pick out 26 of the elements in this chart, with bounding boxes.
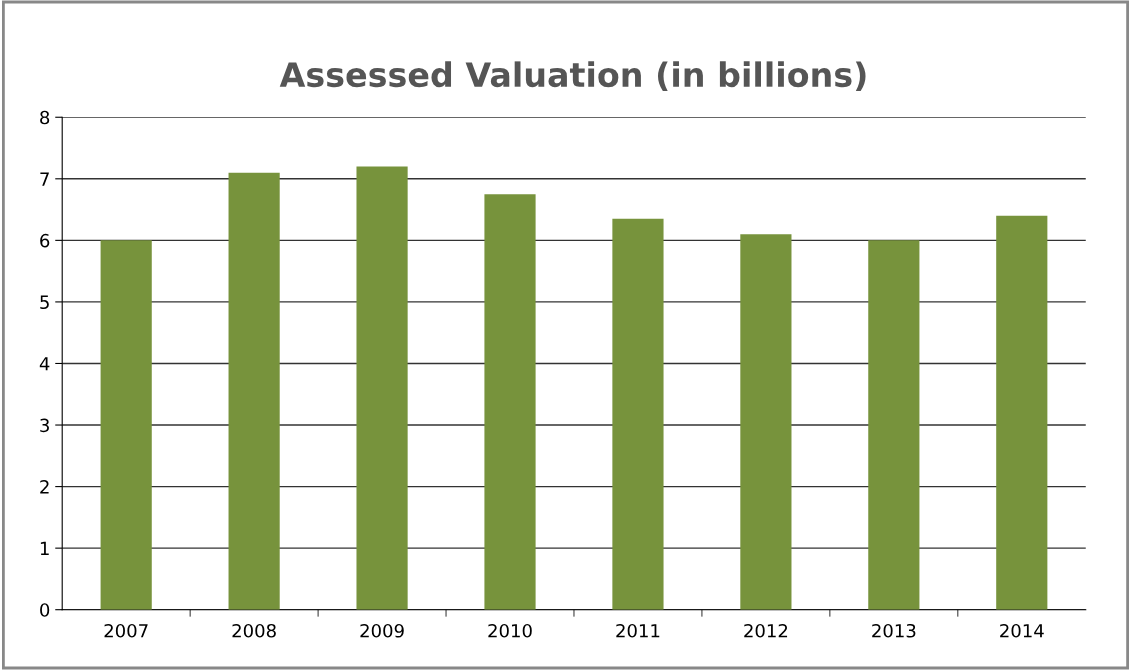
x-tick-label: 2011 xyxy=(616,623,660,638)
x-tick-label: 2007 xyxy=(104,623,148,638)
y-tick-label: 1 xyxy=(40,541,49,555)
bar xyxy=(612,218,664,610)
y-tick-label: 5 xyxy=(40,295,49,310)
chart-title: Assessed Valuation (in billions) xyxy=(279,61,866,92)
bar xyxy=(868,240,920,610)
bar xyxy=(484,194,536,610)
y-tick-label: 3 xyxy=(40,418,49,433)
y-tick-label: 6 xyxy=(40,233,50,248)
y-tick-label: 0 xyxy=(40,603,50,617)
x-tick-label: 2010 xyxy=(488,623,532,638)
bar xyxy=(356,166,408,610)
x-tick-label: 2012 xyxy=(744,623,788,638)
y-tick-label: 8 xyxy=(40,110,50,125)
x-tick-label: 2014 xyxy=(1000,623,1044,638)
y-tick-label: 2 xyxy=(40,480,49,494)
x-tick-label: 2008 xyxy=(232,623,276,638)
bar xyxy=(228,172,280,610)
y-tick-label: 4 xyxy=(39,357,50,371)
bar xyxy=(740,234,792,610)
bar xyxy=(996,215,1048,610)
y-tick-label: 7 xyxy=(40,172,49,186)
x-tick-label: 2013 xyxy=(872,623,916,638)
bar xyxy=(100,240,152,610)
x-tick-label: 2009 xyxy=(360,623,404,638)
